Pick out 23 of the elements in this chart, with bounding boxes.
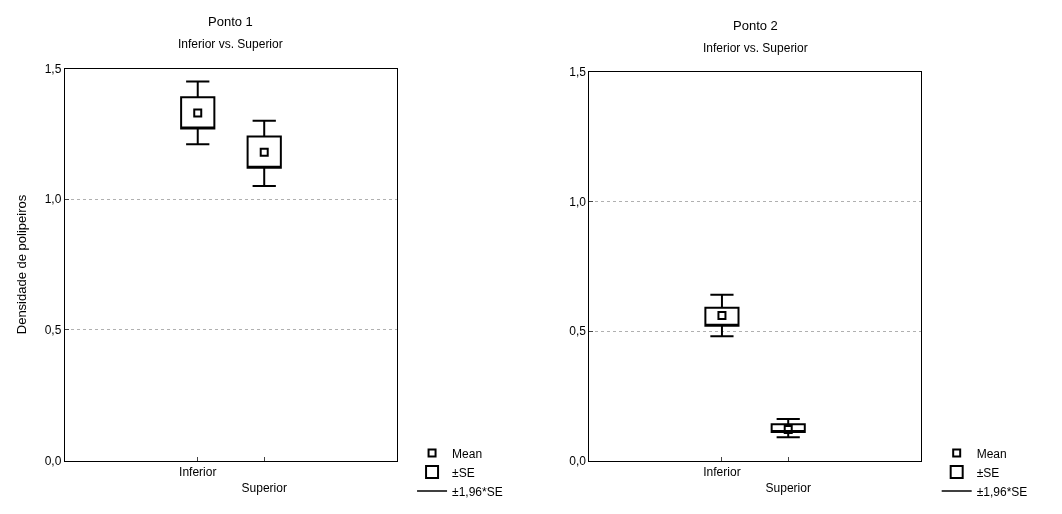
legend-label: Mean	[976, 446, 1007, 461]
text: ±1,96*SE	[452, 484, 503, 499]
y-tick-label: 1,5	[569, 65, 587, 80]
y-axis-title: Densidade de polipeiros	[13, 194, 29, 335]
y-tick-label: 0,5	[44, 323, 62, 338]
x-tick-label: Inferior	[179, 464, 217, 479]
x-tick-label: Superior	[241, 480, 287, 495]
chart-subtitle: Inferior vs. Superior	[703, 41, 808, 55]
legend-label: ±SE	[452, 465, 475, 480]
legend-label: ±SE	[976, 465, 1000, 480]
legend-label: Mean	[452, 446, 483, 461]
chart-title: Ponto 1	[208, 14, 253, 29]
y-tick-label: 1,0	[569, 194, 587, 209]
y-tick-label: 1,0	[44, 192, 62, 207]
x-tick-label: Superior	[765, 480, 811, 495]
y-tick-label: 0,0	[44, 453, 62, 468]
chart-subtitle: Inferior vs. Superior	[178, 37, 283, 51]
x-tick-label: Inferior	[703, 464, 741, 479]
y-tick-label: 0,5	[569, 324, 587, 339]
y-tick-label: 0,0	[569, 453, 587, 468]
chart-title: Ponto 2	[733, 18, 778, 33]
text: ±1,96*SE	[976, 484, 1028, 499]
y-tick-label: 1,5	[44, 61, 62, 76]
